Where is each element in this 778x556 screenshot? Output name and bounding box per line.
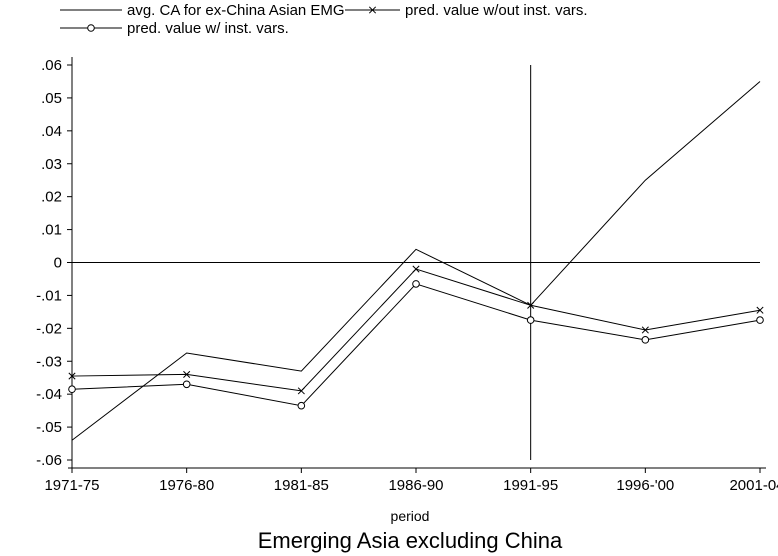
legend-label: pred. value w/out inst. vars. — [405, 2, 588, 19]
x-tick-label: 2001-04 — [729, 477, 778, 494]
data-point — [412, 280, 420, 288]
data-point — [68, 372, 76, 380]
x-tick-label: 1996-'00 — [616, 477, 674, 494]
legend: avg. CA for ex-China Asian EMG pred. valu… — [60, 2, 588, 37]
legend-marker — [87, 24, 95, 32]
data-point — [182, 380, 191, 389]
y-tick-label: -.03 — [36, 353, 62, 370]
y-tick-label: .01 — [41, 222, 62, 239]
x-tick-label: 1986-90 — [388, 477, 443, 494]
series-line — [71, 81, 761, 441]
x-tick-label: 1981-85 — [274, 477, 329, 494]
series-3 — [68, 280, 764, 410]
data-point — [641, 326, 649, 334]
y-tick-label: -.01 — [36, 287, 62, 304]
axes: .06 .05 .04 .03 .02 .01 0 -.01 -.02 -.03 -.04 -.05 -… — [36, 57, 778, 494]
y-tick-label: -.05 — [36, 419, 62, 436]
y-tick-label: -.06 — [36, 452, 62, 469]
legend-marker — [368, 6, 377, 14]
y-tick-label: .03 — [41, 156, 62, 173]
data-point — [756, 306, 764, 314]
data-point — [68, 385, 76, 394]
data-point — [297, 387, 305, 395]
y-tick-label: .04 — [41, 123, 62, 140]
y-tick-label: 0 — [54, 255, 62, 272]
legend-label: avg. CA for ex-China Asian EMG — [127, 2, 345, 19]
x-axis-label: period — [391, 508, 430, 524]
series-2 — [68, 265, 764, 395]
data-point — [756, 316, 764, 324]
reference-lines — [72, 65, 760, 460]
legend-item-2: pred. value w/out inst. vars. — [345, 2, 588, 19]
y-tick-label: .06 — [41, 57, 62, 74]
data-point — [641, 336, 650, 344]
chart-title: Emerging Asia excluding China — [258, 528, 563, 553]
data-point — [526, 316, 535, 324]
y-tick-label: -.04 — [36, 386, 62, 403]
legend-item-3: pred. value w/ inst. vars. — [60, 20, 289, 37]
data-point — [297, 401, 306, 410]
data-point — [527, 301, 535, 309]
x-tick-label: 1991-95 — [503, 477, 558, 494]
legend-item-1: avg. CA for ex-China Asian EMG — [60, 2, 345, 19]
series-1 — [71, 81, 761, 441]
x-tick-label: 1971-75 — [44, 477, 99, 494]
y-tick-label: -.02 — [36, 320, 62, 337]
series-group — [68, 81, 764, 441]
legend-label: pred. value w/ inst. vars. — [127, 20, 289, 37]
x-tick-label: 1976-80 — [159, 477, 214, 494]
y-tick-label: .05 — [41, 90, 62, 107]
y-tick-label: .02 — [41, 189, 62, 206]
data-point — [183, 370, 191, 378]
series-line — [71, 283, 761, 407]
data-point — [412, 265, 420, 273]
